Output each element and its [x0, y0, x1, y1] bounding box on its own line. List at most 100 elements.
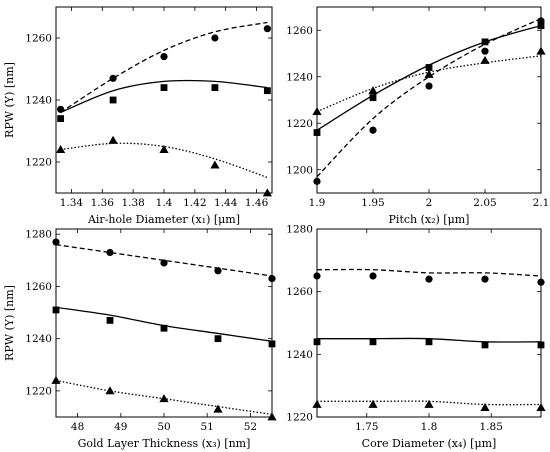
data-point-square: [425, 338, 433, 346]
x-axis-label: Pitch (x₂) [μm]: [389, 213, 470, 226]
data-point-square: [160, 324, 168, 332]
data-point-triangle: [51, 375, 61, 384]
data-point-square: [313, 129, 321, 136]
data-point-circle: [52, 238, 60, 246]
data-point-circle: [481, 47, 489, 55]
data-point-circle: [425, 82, 433, 90]
x-tick-label: 1.36: [91, 197, 115, 209]
fit-curve-square: [317, 24, 541, 131]
y-tick-label: 1280: [25, 229, 52, 241]
data-point-circle: [481, 275, 489, 283]
y-axis-label: RPW (Y) [nm]: [3, 62, 16, 138]
data-point-triangle: [159, 394, 169, 403]
y-tick-label: 1240: [25, 333, 52, 345]
data-point-circle: [425, 275, 433, 283]
data-point-square: [160, 84, 168, 91]
data-point-triangle: [480, 403, 490, 411]
data-point-triangle: [267, 412, 277, 421]
data-point-square: [57, 115, 65, 122]
x-tick-label: 1.4: [156, 197, 173, 209]
plot-frame: [316, 228, 542, 418]
x-tick-label: 52: [244, 421, 257, 433]
data-point-square: [369, 338, 377, 346]
data-point-square: [481, 341, 489, 349]
data-point-triangle: [536, 403, 546, 411]
fit-curve-triangle: [317, 55, 541, 113]
data-point-circle: [369, 272, 377, 280]
x-tick-label: 2.05: [473, 197, 496, 209]
data-point-triangle: [312, 399, 322, 408]
data-point-circle: [313, 177, 321, 185]
y-tick-label: 1220: [25, 385, 52, 397]
y-tick-label: 1220: [286, 412, 313, 424]
chart-panel-2: 1.9 1.95 2 2.05 2.1 1200 1220 1240 1260 Pitch (x₂…: [286, 6, 550, 226]
chart-panel-3: 48 49 50 51 52 1220 1240 1260 1280 Gold Layer Thi…: [3, 228, 277, 450]
data-point-square: [52, 306, 60, 314]
data-point-square: [106, 316, 114, 324]
data-point-square: [537, 341, 545, 349]
fit-curve-circle: [60, 21, 268, 113]
data-point-square: [211, 84, 219, 91]
data-point-triangle: [210, 160, 220, 169]
x-tick-label: 1.42: [183, 197, 206, 209]
fit-curve-triangle: [60, 142, 268, 179]
data-point-triangle: [312, 107, 322, 116]
data-point-circle: [160, 53, 168, 61]
data-point-triangle: [480, 55, 490, 64]
data-point-triangle: [159, 145, 169, 153]
x-tick-label: 1.46: [245, 197, 269, 209]
fit-curve-circle: [317, 268, 541, 277]
fit-curve-square: [56, 306, 272, 342]
data-point-triangle: [105, 386, 115, 395]
data-point-circle: [313, 272, 321, 280]
data-point-square: [481, 38, 489, 46]
data-point-triangle: [368, 399, 378, 408]
data-point-square: [268, 340, 276, 348]
data-point-triangle: [56, 145, 66, 153]
data-point-circle: [160, 259, 168, 267]
x-tick-label: 1.85: [480, 421, 503, 433]
data-point-square: [313, 338, 321, 346]
data-point-square: [369, 94, 377, 102]
data-point-square: [263, 87, 271, 95]
y-tick-label: 1260: [25, 281, 52, 293]
x-axis-label: Air-hole Diameter (x₁) [μm]: [87, 213, 240, 226]
x-tick-label: 1.44: [214, 197, 238, 209]
y-tick-label: 1240: [286, 349, 313, 361]
data-point-triangle: [368, 86, 378, 95]
data-point-circle: [109, 74, 117, 82]
x-tick-label: 49: [114, 421, 127, 433]
y-tick-label: 1240: [286, 71, 313, 83]
data-point-triangle: [424, 69, 434, 78]
x-tick-label: 1.95: [361, 197, 384, 209]
y-tick-label: 1260: [286, 286, 313, 298]
x-tick-label: 2.1: [533, 197, 550, 209]
data-point-circle: [369, 126, 377, 134]
data-point-circle: [211, 34, 219, 42]
x-tick-label: 50: [157, 421, 170, 433]
x-tick-label: 2: [426, 197, 433, 209]
data-point-circle: [106, 248, 114, 257]
y-tick-label: 1240: [25, 95, 52, 107]
y-tick-label: 1200: [286, 164, 313, 176]
x-tick-label: 1.9: [309, 197, 326, 209]
y-axis-label: RPW (Y) [nm]: [3, 285, 16, 361]
data-point-circle: [263, 25, 271, 33]
data-point-triangle: [424, 399, 434, 408]
fit-curve-square: [60, 79, 268, 114]
data-point-circle: [537, 278, 545, 286]
y-tick-label: 1260: [25, 33, 52, 45]
chart-panel-4: 1.75 1.8 1.85 1220 1240 1260 1280 Core Diameter…: [286, 224, 546, 450]
x-tick-label: 1.75: [355, 421, 378, 433]
data-point-triangle: [108, 135, 118, 144]
data-point-square: [214, 335, 222, 343]
data-point-triangle: [213, 404, 223, 413]
y-tick-label: 1220: [25, 157, 52, 169]
data-point-square: [109, 96, 117, 104]
data-point-circle: [268, 275, 276, 283]
chart-panel-1: 1.34 1.36 1.38 1.4 1.42 1.44 1.46 1220 1240 1260 A…: [3, 6, 273, 226]
x-axis-label: Gold Layer Thickness (x₃) [nm]: [78, 437, 251, 450]
y-tick-label: 1280: [286, 224, 313, 236]
x-tick-label: 51: [201, 421, 214, 433]
